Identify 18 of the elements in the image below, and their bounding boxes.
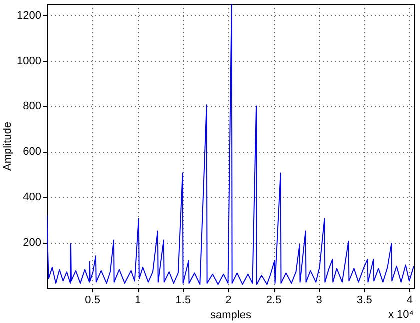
y-tick-label: 800 <box>23 100 42 113</box>
y-tick-label: 1200 <box>17 10 42 22</box>
x-tick-label: 1.5 <box>176 294 192 306</box>
y-axis-title: Amplitude <box>2 122 14 171</box>
x-axis-title: samples <box>210 310 252 322</box>
y-tick-label: 600 <box>23 146 42 158</box>
x-tick-label: 0.5 <box>85 294 100 306</box>
y-tick-label: 1000 <box>17 55 42 68</box>
x-tick-label: 1 <box>135 294 142 306</box>
y-tick-label: 200 <box>23 237 42 250</box>
x-tick-label: 2.5 <box>266 294 282 306</box>
y-tick-label: 400 <box>23 192 42 204</box>
x-tick-label: 3 <box>316 294 322 306</box>
line-series <box>47 4 414 286</box>
text: x 10⁴ <box>388 309 414 321</box>
x-tick-label: 2 <box>226 294 232 306</box>
x-tick-label: 3.5 <box>357 294 372 306</box>
x-tick-label: 4 <box>406 294 414 306</box>
